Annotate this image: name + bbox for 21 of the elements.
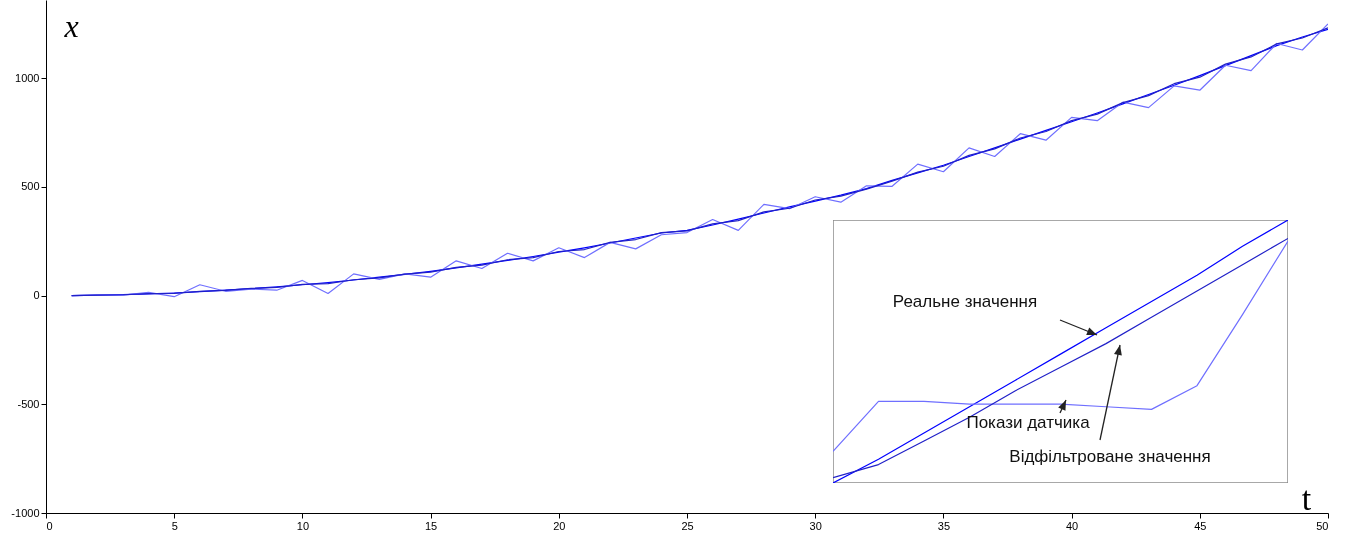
x-tick-label: 0 — [46, 519, 53, 532]
text: Відфільтроване значення — [1009, 447, 1211, 466]
x-tick-label: 5 — [171, 519, 178, 532]
x-tick-label: 20 — [553, 519, 566, 532]
x-tick-label: 10 — [296, 519, 310, 532]
x-axis-title: t — [1301, 479, 1312, 517]
y-axis-title: x — [63, 7, 79, 44]
x-tick-label: 40 — [1065, 519, 1079, 532]
y-tick-label: -1000 — [11, 506, 40, 519]
x-tick-label: 15 — [424, 519, 438, 532]
legend-label: Покази датчика — [966, 413, 1091, 432]
y-tick-label: 500 — [21, 180, 40, 193]
x-tick-label: 50 — [1316, 519, 1329, 532]
text: Реальне значення — [892, 292, 1038, 311]
y-tick-label: 1000 — [15, 71, 40, 84]
y-tick-label: -500 — [17, 397, 40, 410]
x-tick-label: 30 — [809, 519, 822, 532]
y-tick-label: 0 — [33, 289, 40, 302]
x-tick-label: 25 — [681, 519, 694, 532]
x-tick-label: 45 — [1194, 519, 1207, 532]
x-tick-label: 35 — [937, 519, 951, 532]
